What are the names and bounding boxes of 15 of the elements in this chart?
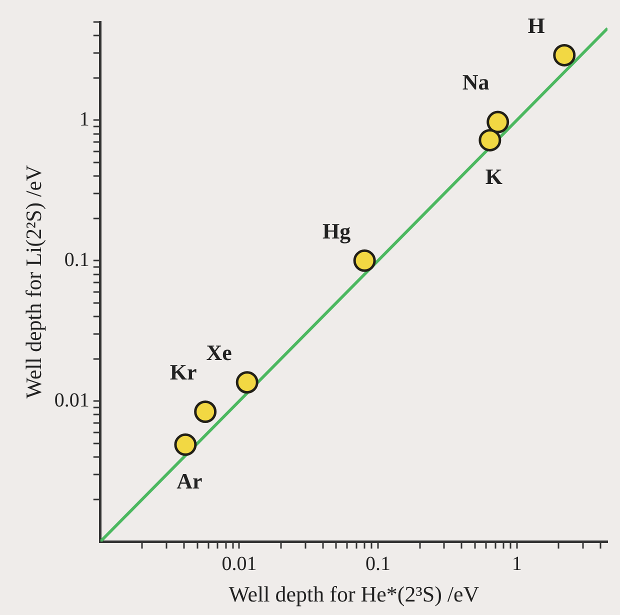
annotation: Na <box>462 70 490 95</box>
x-tick-label: 0.01 <box>222 552 257 575</box>
x-tick-label: 1 <box>512 552 522 575</box>
annotation: Xe <box>206 340 232 366</box>
annotation: Hg <box>322 218 351 244</box>
annotation: K <box>485 164 502 189</box>
y-axis-title: Well depth for Li(2²S) /eV <box>20 165 46 398</box>
x-tick-label: 0.1 <box>366 552 391 575</box>
y-tick-label: 0.1 <box>64 248 90 271</box>
x-axis-title: Well depth for He*(2³S) /eV <box>228 582 480 607</box>
y-tick-label: 0.01 <box>54 389 90 412</box>
annotation: H <box>528 12 545 38</box>
annotation: Ar <box>176 468 203 494</box>
y-tick-label: 1 <box>79 108 90 130</box>
annotation: Kr <box>170 359 197 384</box>
